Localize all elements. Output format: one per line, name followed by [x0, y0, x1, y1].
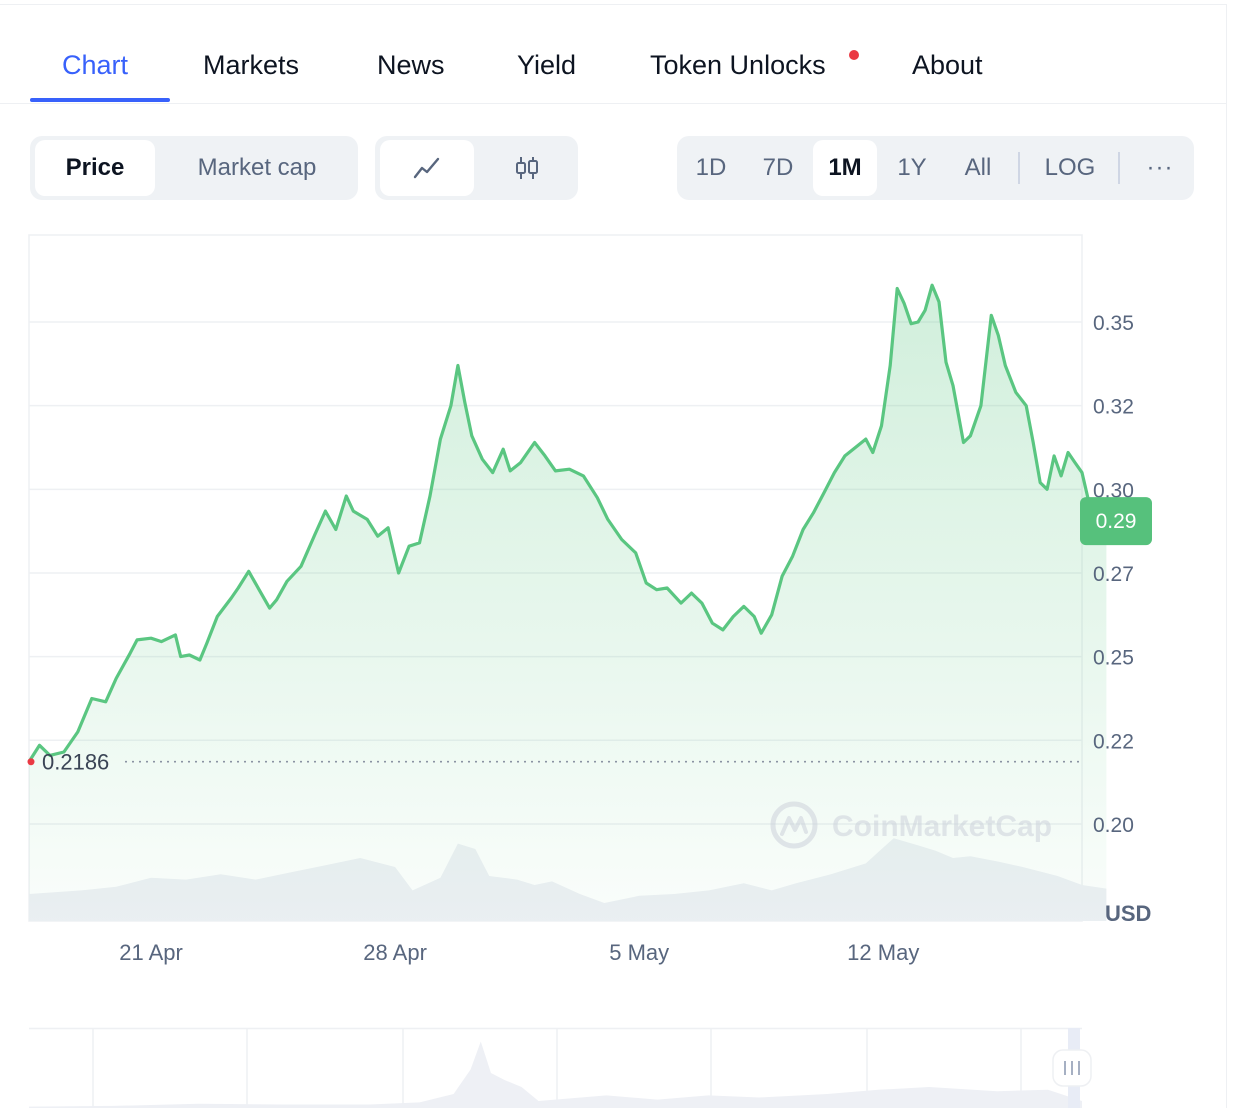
top-border	[0, 4, 1226, 5]
current-price-badge	[1080, 497, 1152, 546]
price-marketcap-toggle: Price Market cap	[30, 136, 358, 200]
navigator-area	[29, 1041, 1082, 1108]
line-chart-icon	[413, 157, 440, 179]
current-price-label: 0.29	[1096, 510, 1137, 533]
range-1d-button[interactable]: 1D	[695, 154, 727, 181]
x-tick-label: 5 May	[609, 940, 669, 965]
currency-label: USD	[1105, 901, 1151, 926]
log-button[interactable]: LOG	[1044, 154, 1096, 181]
tab-yield[interactable]: Yield	[517, 50, 577, 80]
x-tick-label: 12 May	[847, 940, 919, 965]
notification-dot	[849, 50, 859, 60]
range-7d-button[interactable]: 7D	[762, 154, 794, 181]
y-tick-label: 0.22	[1093, 730, 1134, 753]
price-area-fill	[29, 285, 1107, 921]
navigator-volume-shape	[29, 1041, 1082, 1108]
y-tick-label: 0.35	[1093, 312, 1134, 335]
tab-markets[interactable]: Markets	[203, 50, 300, 80]
range-divider	[1018, 152, 1020, 184]
range-1m-button[interactable]: 1M	[813, 140, 877, 196]
y-tick-label: 0.20	[1093, 814, 1134, 837]
tab-about[interactable]: About	[912, 50, 983, 80]
price-chart[interactable]: 0.35 0.32 0.30 0.27 0.25 0.22 0.20 21 Apr 28 Ap…	[0, 220, 1238, 1108]
navigator-handle[interactable]	[1052, 1049, 1092, 1087]
line-chart-button[interactable]	[380, 140, 474, 196]
watermark: CoinMarketCap	[770, 801, 1052, 849]
more-options-button[interactable]: ···	[1146, 154, 1174, 181]
range-all-button[interactable]: All	[964, 154, 992, 181]
tab-bar: Chart Markets News Yield Token Unlocks A…	[0, 0, 1226, 104]
active-tab-indicator	[30, 98, 170, 102]
y-tick-label: 0.30	[1093, 479, 1134, 502]
market-cap-button[interactable]: Market cap	[197, 154, 317, 181]
range-selector: 1D 7D 1M 1Y All LOG ···	[677, 136, 1194, 200]
watermark-text: CoinMarketCap	[832, 810, 1052, 843]
tab-news[interactable]: News	[377, 50, 445, 80]
x-axis: 21 Apr 28 Apr 5 May 12 May	[119, 940, 919, 965]
chart-style-toggle	[375, 136, 578, 200]
range-1y-button[interactable]: 1Y	[897, 154, 927, 181]
y-tick-label: 0.32	[1093, 396, 1134, 419]
candlestick-icon	[516, 157, 538, 179]
x-tick-label: 21 Apr	[119, 940, 183, 965]
right-border	[1226, 4, 1227, 1108]
log-divider	[1118, 152, 1120, 184]
price-area	[27, 283, 1108, 921]
tab-chart[interactable]: Chart	[62, 50, 129, 80]
tab-token-unlocks[interactable]: Token Unlocks	[650, 50, 826, 80]
start-price-dot	[27, 758, 35, 766]
chart-svg: 0.35 0.32 0.30 0.27 0.25 0.22 0.20 21 Apr 28 Ap…	[27, 234, 1152, 1108]
y-tick-label: 0.27	[1093, 563, 1134, 586]
range-navigator[interactable]	[29, 1027, 1092, 1108]
start-price-label: 0.2186	[42, 750, 109, 775]
candlestick-button[interactable]	[480, 140, 574, 196]
x-tick-label: 28 Apr	[363, 940, 427, 965]
price-button[interactable]: Price	[35, 140, 155, 196]
price-line	[27, 283, 1108, 763]
y-tick-label: 0.25	[1093, 647, 1134, 670]
coinmarketcap-logo-icon	[770, 801, 818, 849]
y-axis: 0.35 0.32 0.30 0.27 0.25 0.22 0.20	[1093, 312, 1134, 837]
